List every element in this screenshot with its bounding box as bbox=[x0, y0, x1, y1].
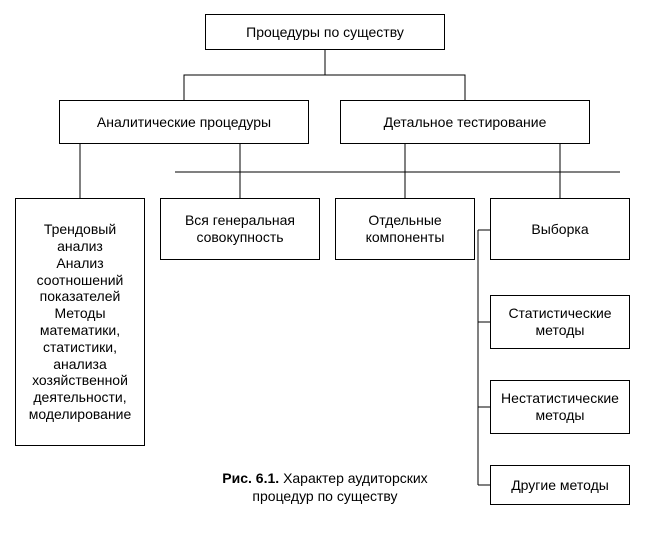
node-nonstat-label: Нестатистические методы bbox=[497, 390, 623, 424]
node-trend-analysis: Трендовый анализ Анализ соотношений пока… bbox=[15, 198, 145, 446]
node-other-label: Другие методы bbox=[511, 477, 609, 494]
caption-text: Характер аудиторских процедур по существ… bbox=[252, 470, 427, 504]
node-detailed-testing: Детальное тестирование bbox=[340, 100, 590, 144]
node-general-population: Вся генеральная совокупность bbox=[160, 198, 320, 260]
figure-caption: Рис. 6.1. Характер аудиторских процедур … bbox=[195, 470, 455, 505]
node-statistical: Статистические методы bbox=[490, 295, 630, 349]
node-root-label: Процедуры по существу bbox=[246, 24, 404, 41]
node-components: Отдельные компоненты bbox=[335, 198, 475, 260]
node-trend-label: Трендовый анализ Анализ соотношений пока… bbox=[22, 221, 138, 423]
node-sample-label: Выборка bbox=[531, 221, 588, 238]
node-nonstatistical: Нестатистические методы bbox=[490, 380, 630, 434]
caption-prefix: Рис. 6.1. bbox=[222, 470, 279, 486]
diagram-canvas: Процедуры по существу Аналитические проц… bbox=[0, 0, 650, 559]
node-analytical: Аналитические процедуры bbox=[59, 100, 309, 144]
node-detail-label: Детальное тестирование bbox=[384, 114, 547, 131]
node-root: Процедуры по существу bbox=[205, 14, 445, 50]
node-sample: Выборка bbox=[490, 198, 630, 260]
node-analyt-label: Аналитические процедуры bbox=[97, 114, 271, 131]
node-other-methods: Другие методы bbox=[490, 465, 630, 505]
node-comp-label: Отдельные компоненты bbox=[342, 212, 468, 246]
node-gensov-label: Вся генеральная совокупность bbox=[167, 212, 313, 246]
node-stat-label: Статистические методы bbox=[497, 305, 623, 339]
